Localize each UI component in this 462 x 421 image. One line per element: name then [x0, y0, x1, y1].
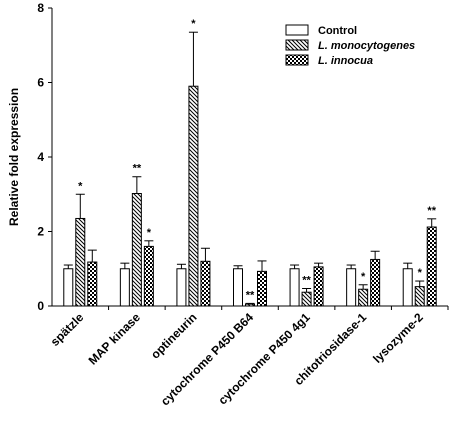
bar [200, 260, 211, 307]
bar [358, 288, 369, 307]
bar [301, 291, 312, 307]
legend-swatch [285, 54, 309, 66]
x-category-label: cytochrome P450 B64 [158, 310, 256, 408]
y-axis-label: Relative fold expression [7, 88, 21, 226]
legend-swatch [285, 24, 309, 36]
y-axis: 0 2 4 6 8 [37, 1, 53, 313]
significance-label: * [78, 180, 83, 192]
legend: Control L. monocytogenes L. innocua [285, 24, 415, 67]
x-category-label: spätzle [48, 310, 87, 349]
legend-label: L. monocytogenes [318, 40, 415, 52]
significance-label: * [418, 267, 423, 279]
bar [346, 268, 357, 307]
bar [414, 286, 425, 307]
legend-swatch [285, 39, 309, 51]
x-category-label: cytochrome P450 4g1 [216, 310, 313, 407]
significance-label: ** [427, 205, 436, 217]
significance-label: ** [246, 289, 255, 301]
bar [63, 268, 74, 307]
significance-label: * [147, 227, 152, 239]
bar [233, 268, 243, 307]
x-category-label: lysozyme-2 [370, 310, 426, 366]
bar [313, 266, 324, 307]
y-tick-label: 0 [37, 299, 44, 313]
significance-label: * [191, 18, 196, 30]
bar [257, 270, 267, 307]
bar [402, 268, 413, 307]
bar [75, 217, 86, 307]
legend-label: L. innocua [318, 55, 373, 67]
bar [87, 261, 98, 307]
significance-label: ** [133, 163, 142, 175]
significance-label: ** [302, 274, 311, 286]
bar [143, 245, 154, 307]
y-tick-label: 6 [37, 76, 44, 90]
bar [370, 258, 381, 307]
bar [289, 268, 300, 307]
bar [131, 193, 142, 307]
bar [188, 85, 199, 307]
legend-label: Control [318, 25, 357, 37]
y-tick-label: 4 [37, 150, 44, 164]
plot-area: ********* * *** [63, 18, 437, 307]
bar [119, 268, 130, 307]
bar [426, 226, 437, 307]
significance-label: * [361, 271, 366, 283]
y-tick-label: 2 [37, 225, 44, 239]
y-tick-label: 8 [37, 1, 44, 15]
x-category-label: MAP kinase [86, 310, 144, 368]
x-category-label: optineurin [148, 310, 199, 361]
bar [176, 268, 187, 307]
